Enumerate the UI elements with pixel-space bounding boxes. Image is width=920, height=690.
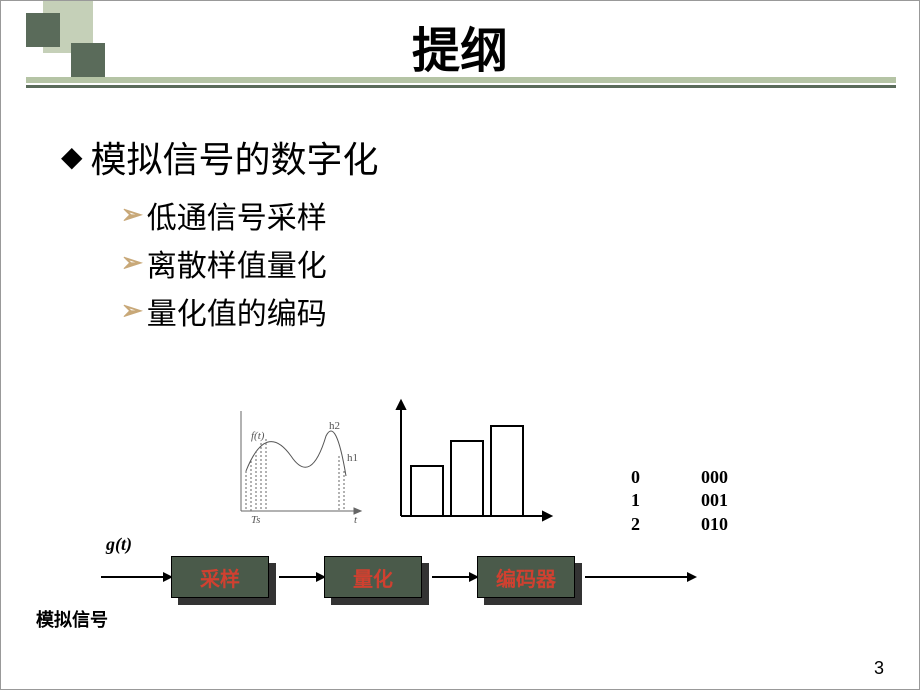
- sub-bullet-3-text: 量化值的编码: [147, 289, 327, 333]
- quantization-chart-icon: [381, 391, 561, 531]
- content-area: ◆ 模拟信号的数字化 ➢ 低通信号采样 ➢ 离散样值量化 ➢ 量化值的编码: [61, 131, 379, 337]
- code-row-2: 2 010: [631, 513, 728, 536]
- code-table: 0 000 1 001 2 010: [631, 466, 728, 536]
- slide: 提纲 ◆ 模拟信号的数字化 ➢ 低通信号采样 ➢ 离散样值量化 ➢ 量化值的编码: [0, 0, 920, 690]
- sub-bullet-list: ➢ 低通信号采样 ➢ 离散样值量化 ➢ 量化值的编码: [121, 193, 379, 333]
- flow-box-sampling-label: 采样: [171, 556, 269, 598]
- sampling-t-label: t: [354, 514, 358, 526]
- code-bin-0: 000: [701, 466, 728, 489]
- diamond-icon: ◆: [61, 140, 83, 174]
- arrow-icon: ➢: [121, 248, 143, 278]
- title-underline-bottom: [26, 85, 896, 88]
- flow-box-encoder: 编码器: [477, 556, 575, 598]
- flow-box-quantization-label: 量化: [324, 556, 422, 598]
- flow-box-encoder-label: 编码器: [477, 556, 575, 598]
- code-dec-2: 2: [631, 513, 701, 536]
- sampling-waveform-icon: f(t) h2 h1 Ts t: [221, 401, 366, 526]
- code-dec-0: 0: [631, 466, 701, 489]
- flow-box-quantization: 量化: [324, 556, 422, 598]
- page-number: 3: [874, 658, 884, 679]
- flow-arrow-3: [432, 576, 477, 578]
- diagram-area: f(t) h2 h1 Ts t 0 000: [101, 391, 881, 641]
- slide-title: 提纲: [1, 11, 919, 81]
- sampling-ts-label: Ts: [251, 514, 260, 526]
- sub-bullet-1-text: 低通信号采样: [147, 193, 327, 237]
- main-bullet-text: 模拟信号的数字化: [91, 131, 379, 183]
- sampling-h1-label: h1: [347, 452, 358, 464]
- flow-diagram: g(t) 采样 量化 编码器: [101, 556, 695, 598]
- flow-box-sampling: 采样: [171, 556, 269, 598]
- code-row-0: 0 000: [631, 466, 728, 489]
- sub-bullet-3: ➢ 量化值的编码: [121, 289, 379, 333]
- code-bin-1: 001: [701, 489, 728, 512]
- arrow-icon: ➢: [121, 200, 143, 230]
- flow-arrow-2: [279, 576, 324, 578]
- arrow-icon: ➢: [121, 296, 143, 326]
- main-bullet: ◆ 模拟信号的数字化: [61, 131, 379, 183]
- sampling-f-label: f(t): [251, 430, 265, 442]
- flow-arrow-1: [101, 576, 171, 578]
- code-dec-1: 1: [631, 489, 701, 512]
- sub-bullet-1: ➢ 低通信号采样: [121, 193, 379, 237]
- code-row-1: 1 001: [631, 489, 728, 512]
- analog-signal-label: 模拟信号: [36, 606, 108, 632]
- flow-input-label: g(t): [106, 534, 132, 555]
- code-bin-2: 010: [701, 513, 728, 536]
- flow-arrow-4: [585, 576, 695, 578]
- sampling-h2-label: h2: [329, 420, 340, 432]
- sub-bullet-2-text: 离散样值量化: [147, 241, 327, 285]
- sub-bullet-2: ➢ 离散样值量化: [121, 241, 379, 285]
